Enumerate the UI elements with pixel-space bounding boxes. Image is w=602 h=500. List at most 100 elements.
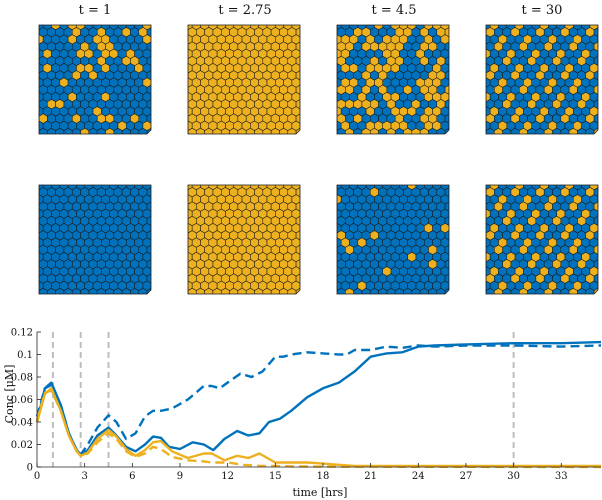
lattice-cell [146,259,151,270]
series-line [35,389,601,469]
lattice-cell [299,208,300,219]
lattice-cell [39,25,44,31]
lattice-cell [150,194,151,205]
y-tick-label: 0 [27,463,33,474]
lattice-cell [593,215,598,227]
time-markers [51,332,515,467]
lattice-cell [299,266,300,277]
plot-axes: 0 3 6 9 12 15 18 21 24 27 30 33 0 0.02 0.04 0.06 0.08 0.1… [11,328,601,482]
lattice-cell [295,41,300,52]
lattice-cell [146,273,151,284]
series-line [35,387,601,468]
lattice-cell [444,187,449,198]
lattice-cell [444,244,449,255]
lattice-cell [448,223,449,234]
lattice-cell [593,27,598,38]
lattice-cell [150,77,151,88]
panel-title-1: t = 1 [78,3,112,18]
lattice-cell [295,273,300,284]
lattice-panel-r2-c3 [336,184,450,295]
lattice-cell [150,48,151,59]
lattice-cell [146,70,151,81]
lattice-cell [597,120,598,131]
lattice-panel-r1-c3 [336,24,450,135]
lattice-cell [295,55,300,67]
lattice-cell [150,280,151,291]
lattice-cell [444,99,449,110]
lattice-cell [444,273,449,284]
lattice-cell [593,41,598,52]
lattice-panel-r1-c4 [485,24,599,135]
lattice-cell [448,185,449,191]
x-tick-label: 24 [412,471,425,482]
lattice-cell [299,48,300,59]
lattice-cell [299,77,300,88]
lattice-cell [150,120,151,131]
lattice-cell [448,266,449,277]
lattice-cell [146,41,151,52]
lattice-cell [593,259,598,270]
lattice-cell [299,25,300,31]
x-tick-label: 6 [129,471,135,482]
y-tick-label: 0.08 [11,373,33,384]
x-tick-label: 21 [364,471,377,482]
lattice-cell [486,25,491,31]
x-tick-label: 15 [269,471,282,482]
lattice-cell [593,230,598,241]
lattice-cell [146,187,151,198]
lattice-cell [448,106,449,117]
lattice-cell [486,185,491,191]
y-tick-label: 0.06 [11,395,33,406]
lattice-cell [150,251,151,263]
lattice-cell [448,120,449,131]
lattice-cell [593,55,598,67]
x-tick-label: 27 [460,471,473,482]
lattice-cell [337,25,342,31]
lattice-cell [299,106,300,117]
lattice-cell [295,215,300,227]
lattice-cell [150,266,151,277]
lattice-cell [299,194,300,205]
lattice-cell [295,113,300,124]
lattice-cell [150,223,151,234]
lattice-cell [597,34,598,45]
lattice-cell [146,244,151,255]
lattice-cell [150,106,151,117]
lattice-cell [448,251,449,263]
lattice-cell [39,185,44,191]
lattice-cell [188,185,193,191]
lattice-cell [299,120,300,131]
lattice-cell [448,194,449,205]
lattice-cell [146,113,151,124]
lattice-cell [295,230,300,241]
panel-title-2: t = 2.75 [218,3,272,18]
lattice-cell [448,237,449,248]
lattice-cell [444,201,449,212]
lattice-cell [146,84,151,95]
lattice-cell [597,48,598,59]
lattice-cell [150,34,151,45]
lattice-cell [593,273,598,284]
lattice-cell [448,63,449,74]
lattice-cell [295,287,300,294]
lattice-cell [299,63,300,74]
lattice-panel-r1-c2 [187,24,301,135]
lattice-cell [448,25,449,31]
lattice-cell [597,77,598,88]
y-axis-label: Conc [μM] [3,365,16,424]
lattice-cell [299,280,300,291]
lattice-cell [597,25,598,31]
lattice-cell [444,84,449,95]
lattice-cell [597,208,598,219]
lattice-cell [597,223,598,234]
lattice-cell [299,223,300,234]
lattice-cell [597,106,598,117]
lattice-cell [597,194,598,205]
lattice-cell [597,280,598,291]
lattice-cell [593,84,598,95]
lattice-cell [299,34,300,45]
lattice-cell [146,27,151,38]
lattice-cell [299,251,300,263]
lattice-cell [444,259,449,270]
lattice-cell [444,70,449,81]
